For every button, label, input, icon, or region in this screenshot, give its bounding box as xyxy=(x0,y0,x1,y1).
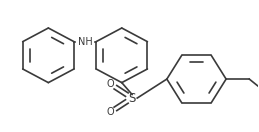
Text: S: S xyxy=(128,92,136,105)
Text: O: O xyxy=(106,107,114,117)
Text: O: O xyxy=(106,79,114,89)
Text: NH: NH xyxy=(78,37,92,47)
